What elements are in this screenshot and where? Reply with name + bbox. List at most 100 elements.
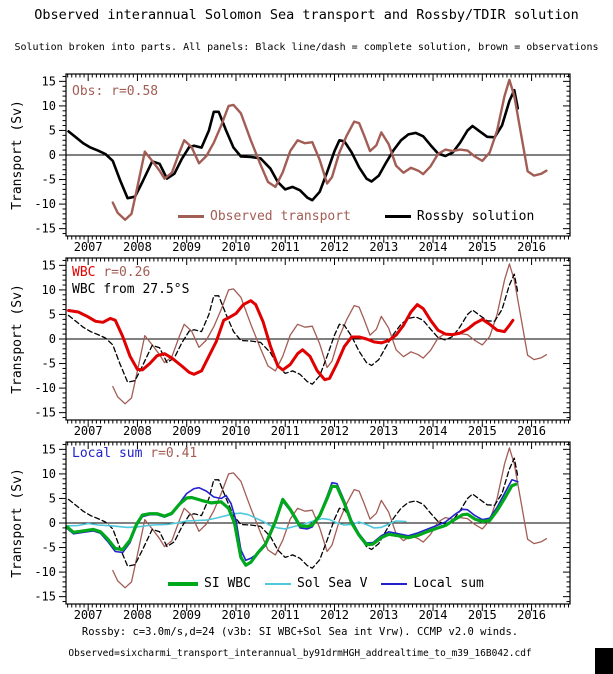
x-tick-label: 2013 bbox=[369, 240, 398, 252]
x-tick-label: 2010 bbox=[222, 424, 251, 436]
legend-swatch-complete bbox=[384, 215, 411, 218]
annotation-text: r=0.41 bbox=[150, 446, 198, 461]
panel-local-sum: Transport (Sv) 2007 2008 2009 2010 2011 2012 2… bbox=[0, 432, 613, 620]
series-line-sol_sea_v bbox=[66, 512, 407, 530]
y-tick-label: -5 bbox=[42, 541, 56, 555]
x-tick-label: 2008 bbox=[123, 608, 152, 620]
chart-subtitle: Solution broken into parts. All panels: … bbox=[14, 42, 599, 53]
x-tick-label: 2007 bbox=[74, 608, 103, 620]
x-tick-label: 2012 bbox=[320, 240, 349, 252]
y-tick-label: -5 bbox=[42, 357, 56, 371]
legend-label-si_wbc: SI WBC bbox=[204, 576, 251, 591]
x-tick-label: 2011 bbox=[271, 424, 300, 436]
plot-border bbox=[65, 441, 571, 605]
x-tick-label: 2014 bbox=[419, 608, 448, 620]
series-line-complete bbox=[67, 88, 520, 202]
series-line-obs bbox=[112, 447, 548, 589]
annotation-text: Local sum bbox=[72, 446, 151, 461]
y-tick-label: 10 bbox=[42, 467, 56, 481]
x-tick-label: 2009 bbox=[172, 240, 201, 252]
chart-title: Observed interannual Solomon Sea transpo… bbox=[34, 7, 579, 23]
x-tick-label: 2016 bbox=[517, 424, 546, 436]
x-tick-label: 2015 bbox=[468, 608, 497, 620]
x-tick-label: 2014 bbox=[419, 424, 448, 436]
legend-label-complete: Rossby solution bbox=[416, 209, 535, 224]
corner-cursor-block bbox=[595, 648, 613, 674]
y-tick-label: 5 bbox=[49, 307, 56, 321]
legend-panel-1: Observed transport Rossby solution bbox=[178, 209, 534, 224]
y-tick-label: -15 bbox=[34, 222, 56, 236]
y-tick-label: 10 bbox=[42, 99, 56, 113]
y-tick-label: 0 bbox=[49, 332, 56, 346]
x-tick-label: 2015 bbox=[468, 424, 497, 436]
plot-area-obs-vs-rossby: 2007 2008 2009 2010 2011 2012 2013 2014 2015 2016… bbox=[34, 73, 571, 252]
footer-observed-file: Observed=sixcharmi_transport_interannual… bbox=[68, 648, 532, 659]
legend-item-local_sum: Local sum bbox=[381, 576, 484, 591]
y-tick-label: 15 bbox=[42, 258, 56, 272]
x-tick-label: 2008 bbox=[123, 424, 152, 436]
y-tick-label: 15 bbox=[42, 74, 56, 88]
footer-rossby-params: Rossby: c=3.0m/s,d=24 (v3b: SI WBC+Sol S… bbox=[81, 626, 519, 638]
legend-swatch-obs bbox=[178, 215, 204, 218]
annotation-text: r=0.26 bbox=[103, 265, 151, 280]
legend-swatch-local_sum bbox=[381, 582, 408, 585]
x-tick-label: 2011 bbox=[271, 240, 300, 252]
x-tick-label: 2007 bbox=[74, 424, 103, 436]
x-tick-label: 2011 bbox=[271, 608, 300, 620]
legend-item-si_wbc: SI WBC bbox=[168, 576, 251, 591]
x-tick-label: 2015 bbox=[468, 240, 497, 252]
x-tick-label: 2012 bbox=[320, 608, 349, 620]
plot-area-local-sum: 2007 2008 2009 2010 2011 2012 2013 2014 2015 2016… bbox=[34, 441, 571, 620]
legend-swatch-si_wbc bbox=[168, 581, 198, 586]
x-tick-label: 2008 bbox=[123, 240, 152, 252]
y-tick-label: 0 bbox=[49, 516, 56, 530]
panel-wbc: Transport (Sv) 2007 2008 2009 2010 2011 2012 2… bbox=[0, 248, 613, 436]
series-line-local_sum bbox=[66, 478, 519, 562]
y-tick-label: -10 bbox=[34, 197, 56, 211]
y-tick-label: 15 bbox=[42, 442, 56, 456]
x-tick-label: 2016 bbox=[517, 608, 546, 620]
annotation-wbc-r: WBC r=0.26 bbox=[72, 265, 150, 280]
x-tick-label: 2010 bbox=[222, 608, 251, 620]
panel-obs-vs-rossby: Transport (Sv) 2007 2008 2009 2010 2011 2012 2… bbox=[0, 64, 613, 252]
x-tick-label: 2009 bbox=[172, 424, 201, 436]
x-tick-label: 2013 bbox=[369, 608, 398, 620]
legend-item-sol_sea_v: Sol Sea V bbox=[264, 576, 368, 591]
annotation-obs-r: Obs: r=0.58 bbox=[72, 84, 158, 99]
series-line-obs bbox=[111, 78, 548, 222]
legend-panel-3: SI WBC Sol Sea V Local sum bbox=[168, 576, 484, 591]
y-tick-label: 10 bbox=[42, 283, 56, 297]
y-tick-label: -15 bbox=[34, 590, 56, 604]
legend-label-obs: Observed transport bbox=[210, 209, 351, 224]
y-tick-label: -10 bbox=[34, 565, 56, 579]
x-tick-label: 2012 bbox=[320, 424, 349, 436]
y-tick-label: 5 bbox=[49, 123, 56, 137]
y-tick-label: 5 bbox=[49, 491, 56, 505]
x-tick-label: 2010 bbox=[222, 240, 251, 252]
x-tick-label: 2016 bbox=[517, 240, 546, 252]
x-tick-label: 2007 bbox=[74, 240, 103, 252]
x-tick-label: 2009 bbox=[172, 608, 201, 620]
legend-item-complete: Rossby solution bbox=[384, 209, 535, 224]
y-tick-label: -5 bbox=[42, 173, 56, 187]
series-line-wbc bbox=[67, 299, 515, 382]
annotation-text: WBC bbox=[72, 265, 104, 280]
plot-border bbox=[65, 73, 571, 237]
plot-area-wbc: 2007 2008 2009 2010 2011 2012 2013 2014 2015 2016… bbox=[34, 257, 571, 436]
series-line-obs bbox=[112, 263, 548, 405]
y-tick-label: 0 bbox=[49, 148, 56, 162]
legend-swatch-sol_sea_v bbox=[264, 582, 291, 585]
annotation-text: WBC from 27.5°S bbox=[72, 282, 190, 297]
annotation-wbc-source: WBC from 27.5°S bbox=[72, 282, 189, 297]
plot-border bbox=[65, 257, 571, 421]
annotation-local-sum-r: Local sum r=0.41 bbox=[72, 446, 197, 461]
x-tick-label: 2014 bbox=[419, 240, 448, 252]
series-line-si_wbc bbox=[65, 482, 518, 567]
legend-label-local_sum: Local sum bbox=[413, 576, 484, 591]
series-line-complete bbox=[67, 273, 519, 385]
y-tick-label: -15 bbox=[34, 406, 56, 420]
y-tick-label: -10 bbox=[34, 381, 56, 395]
legend-item-obs: Observed transport bbox=[178, 209, 351, 224]
legend-label-sol_sea_v: Sol Sea V bbox=[296, 576, 368, 591]
